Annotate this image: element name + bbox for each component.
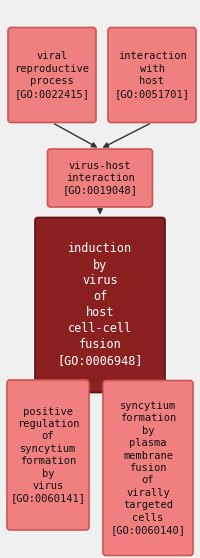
Text: interaction
with
host
[GO:0051701]: interaction with host [GO:0051701]	[114, 51, 190, 99]
Text: positive
regulation
of
syncytium
formation
by
virus
[GO:0060141]: positive regulation of syncytium formati…	[10, 407, 86, 503]
FancyBboxPatch shape	[48, 149, 153, 207]
FancyBboxPatch shape	[8, 27, 96, 123]
Text: induction
by
virus
of
host
cell-cell
fusion
[GO:0006948]: induction by virus of host cell-cell fus…	[57, 243, 143, 368]
FancyBboxPatch shape	[35, 218, 165, 392]
FancyBboxPatch shape	[108, 27, 196, 123]
Text: syncytium
formation
by
plasma
membrane
fusion
of
virally
targeted
cells
[GO:0060: syncytium formation by plasma membrane f…	[110, 401, 186, 535]
FancyBboxPatch shape	[103, 381, 193, 556]
FancyBboxPatch shape	[7, 380, 89, 530]
Text: viral
reproductive
process
[GO:0022415]: viral reproductive process [GO:0022415]	[14, 51, 90, 99]
Text: virus-host
interaction
[GO:0019048]: virus-host interaction [GO:0019048]	[62, 161, 138, 195]
